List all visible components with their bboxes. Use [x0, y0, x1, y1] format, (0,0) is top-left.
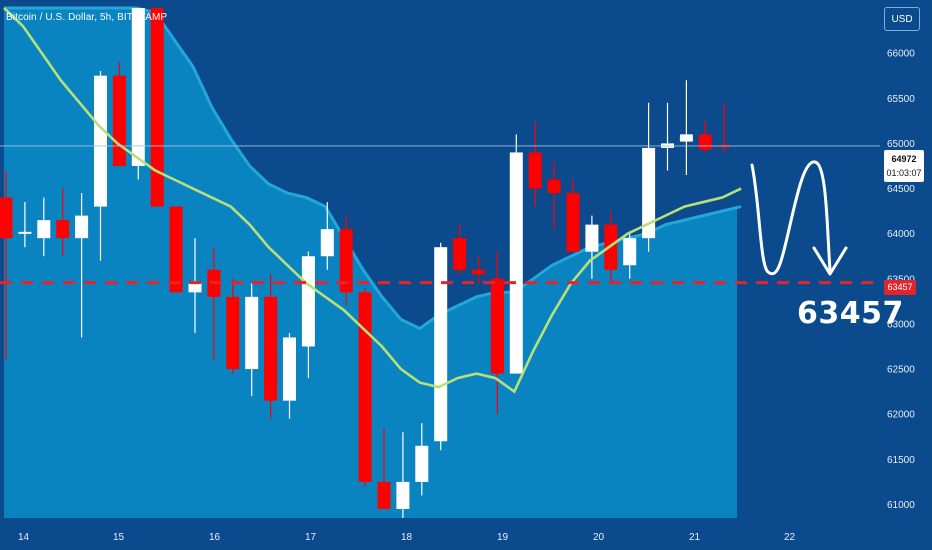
candle-body [131, 8, 145, 166]
candle-body [150, 8, 164, 207]
candle-body [18, 231, 32, 234]
candle-body [490, 278, 504, 374]
candle-body [112, 75, 126, 166]
y-tick-label: 65000 [887, 139, 915, 150]
candle-body [472, 269, 485, 275]
candle-body [623, 238, 637, 266]
candle-body [358, 292, 372, 482]
projection-curve [750, 160, 832, 276]
arrow-down-icon [812, 246, 848, 276]
x-tick-label: 20 [593, 532, 605, 543]
candle-body [188, 283, 202, 293]
y-tick-label: 65500 [887, 94, 915, 105]
candle-body [0, 197, 13, 239]
ma-layer [3, 7, 742, 394]
current-price-label: 64972 01:03:07 [884, 150, 924, 182]
x-tick-label: 15 [113, 532, 125, 543]
y-tick-label: 63500 [887, 274, 915, 285]
x-tick-label: 14 [18, 532, 30, 543]
x-tick-label: 18 [401, 532, 413, 543]
x-tick-label: 22 [784, 532, 796, 543]
x-tick-label: 21 [689, 532, 701, 543]
candle-body [245, 296, 259, 370]
candle-body [169, 206, 183, 293]
target-level-text: 63457 [797, 296, 904, 331]
x-tick-label: 16 [209, 532, 221, 543]
y-tick-label: 62500 [887, 365, 915, 376]
candle-body [585, 224, 599, 252]
current-price-value: 64972 [891, 154, 917, 164]
candle-body [453, 238, 467, 270]
x-tick-label: 17 [305, 532, 317, 543]
candle-body [264, 296, 278, 401]
candle-body [698, 134, 712, 150]
candle-body [377, 481, 391, 509]
level-layer [0, 145, 880, 285]
y-tick-label: 66000 [887, 49, 915, 60]
y-tick-label: 64500 [887, 184, 915, 195]
candle-body [320, 229, 334, 257]
moving-average-line [3, 7, 742, 394]
candle-body [642, 147, 656, 239]
y-tick-label: 64000 [887, 229, 915, 240]
candle-body [679, 134, 693, 142]
chart-title: Bitcoin / U.S. Dollar, 5h, BITSTAMP [6, 12, 168, 23]
candle-body [283, 337, 296, 401]
candle-body [547, 179, 561, 194]
candle-body [301, 256, 315, 347]
projection-drawing [750, 160, 848, 276]
candle-body [415, 445, 429, 482]
candle-body [226, 296, 240, 370]
candle-body [396, 481, 410, 509]
x-axis: 14 15 16 17 18 19 20 21 22 [18, 532, 796, 543]
candle-body [94, 75, 107, 207]
candle-body [339, 229, 353, 293]
candle-body [566, 193, 580, 252]
candles-layer [0, 8, 731, 518]
candle-body [434, 247, 448, 442]
y-tick-label: 63000 [887, 319, 915, 330]
candle-body [509, 152, 523, 374]
y-tick-label: 61500 [887, 455, 915, 466]
candle-body [37, 220, 51, 239]
y-axis: 61000 61500 62000 62500 63000 63500 64000 64500… [887, 49, 915, 511]
cloud-area [4, 8, 742, 518]
candle-body [528, 152, 542, 189]
level-price-label: 63457 [884, 280, 916, 295]
y-tick-label: 61000 [887, 500, 915, 511]
x-tick-label: 19 [497, 532, 509, 543]
bar-countdown: 01:03:07 [886, 168, 922, 178]
candle-body [56, 220, 70, 239]
y-tick-label: 62000 [887, 410, 915, 421]
currency-button[interactable]: USD [884, 7, 920, 31]
candle-body [75, 215, 89, 239]
